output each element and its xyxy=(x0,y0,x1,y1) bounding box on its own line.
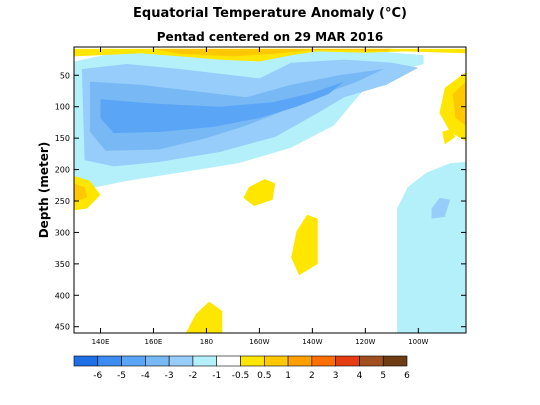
colorbar-swatch-7 xyxy=(240,355,265,367)
anomaly-region-4 xyxy=(397,162,466,333)
x-tick-label-0: 140E xyxy=(92,338,110,346)
chart-title: Equatorial Temperature Anomaly (°C) xyxy=(133,6,407,21)
colorbar-label-1: -5 xyxy=(117,371,126,381)
anomaly-region-7 xyxy=(153,48,392,57)
colorbar-swatch-11 xyxy=(335,355,360,367)
y-tick-label-6: 350 xyxy=(55,260,70,269)
anomaly-region-9 xyxy=(452,81,466,126)
x-axis: 140E 160E 180 160W 140W 120W 100W xyxy=(92,47,429,346)
y-tick-label-2: 150 xyxy=(55,134,70,143)
colorbar-swatch-0 xyxy=(73,355,99,367)
colorbar-label-8: 1 xyxy=(285,371,291,381)
colorbar-swatch-5 xyxy=(192,355,218,367)
anomaly-region-10 xyxy=(74,175,101,211)
anomaly-region-5 xyxy=(431,197,451,219)
colorbar-label-11: 4 xyxy=(357,371,363,381)
colorbar-swatch-8 xyxy=(263,355,289,367)
anomaly-region-11 xyxy=(74,183,88,203)
colorbar-swatch-1 xyxy=(97,355,122,367)
colorbar-swatch-10 xyxy=(311,355,336,367)
chart-subtitle: Pentad centered on 29 MAR 2016 xyxy=(156,30,384,44)
anomaly-region-15 xyxy=(442,129,456,145)
colorbar-label-5: -1 xyxy=(212,371,221,381)
colorbar-label-2: -4 xyxy=(141,371,150,381)
y-tick-label-5: 300 xyxy=(55,228,70,237)
y-tick-label-8: 450 xyxy=(55,323,70,332)
colorbar-swatch-12 xyxy=(359,355,384,367)
colorbar-label-4: -2 xyxy=(188,371,197,381)
colorbar: -6 -5 -4 -3 -2 -1 -0.5 0.5 1 2 3 4 5 6 xyxy=(73,355,410,381)
x-tick-label-6: 100W xyxy=(408,338,428,346)
y-tick-label-0: 50 xyxy=(60,71,70,80)
colorbar-label-7: 0.5 xyxy=(257,371,271,381)
colorbar-swatch-6 xyxy=(216,355,241,367)
colorbar-label-3: -3 xyxy=(165,371,174,381)
colorbar-label-0: -6 xyxy=(93,371,102,381)
colorbar-swatch-4 xyxy=(168,355,194,367)
anomaly-region-14 xyxy=(185,301,223,333)
plot-frame xyxy=(73,46,467,334)
x-tick-label-4: 140W xyxy=(302,338,322,346)
x-tick-label-1: 160E xyxy=(145,338,163,346)
y-tick-label-7: 400 xyxy=(55,291,70,300)
colorbar-label-10: 3 xyxy=(333,371,339,381)
colorbar-label-6: -0.5 xyxy=(232,371,250,381)
x-tick-label-5: 120W xyxy=(355,338,375,346)
colorbar-swatch-3 xyxy=(145,355,170,367)
anomaly-region-12 xyxy=(243,179,276,206)
anomaly-region-13 xyxy=(291,214,318,276)
x-tick-label-3: 160W xyxy=(249,338,269,346)
x-tick-label-2: 180 xyxy=(200,338,213,346)
y-tick-label-1: 100 xyxy=(55,103,70,112)
y-axis: 50 100 150 200 250 300 350 400 450 xyxy=(55,71,466,332)
y-tick-label-4: 250 xyxy=(55,197,70,206)
colorbar-label-12: 5 xyxy=(380,371,386,381)
colorbar-swatch-9 xyxy=(287,355,313,367)
colorbar-label-9: 2 xyxy=(309,371,315,381)
colorbar-swatch-13 xyxy=(382,355,408,367)
anomaly-region-3 xyxy=(100,81,345,134)
colorbar-label-13: 6 xyxy=(404,371,410,381)
y-axis-label: Depth (meter) xyxy=(37,142,51,239)
y-tick-label-3: 200 xyxy=(55,166,70,175)
anomaly-regions xyxy=(74,48,466,333)
colorbar-swatch-2 xyxy=(121,355,146,367)
